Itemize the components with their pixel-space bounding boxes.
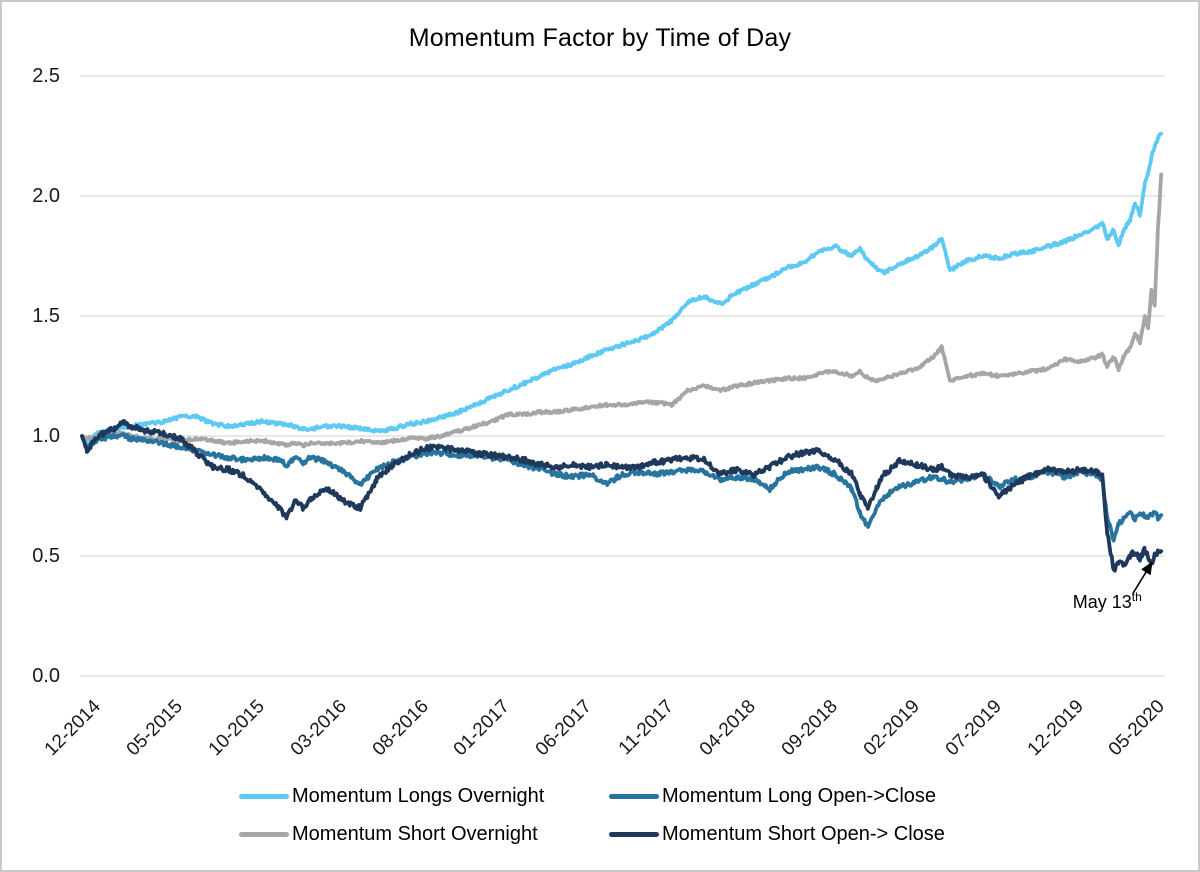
series-line-2 — [80, 432, 1164, 543]
y-axis-tick-label: 0.0 — [32, 665, 60, 687]
y-axis-tick-label: 2.5 — [32, 65, 60, 87]
y-axis-tick-label: 0.5 — [32, 545, 60, 567]
legend-swatch-icon — [239, 794, 289, 799]
series-lines — [80, 131, 1164, 573]
annotation-superscript: th — [1131, 589, 1142, 604]
chart-title: Momentum Factor by Time of Day — [408, 24, 792, 52]
annotation-label: May 13 — [1072, 591, 1132, 612]
annotation-may-13: May 13th — [1073, 590, 1142, 613]
legend-swatch-icon — [609, 832, 659, 837]
y-axis-tick-label: 2.0 — [32, 185, 60, 207]
y-axis-tick-label: 1.5 — [32, 305, 60, 327]
legend-swatch-icon — [239, 832, 289, 837]
legend-item-2: Momentum Long Open->Close — [609, 785, 1009, 808]
legend-item-0: Momentum Longs Overnight — [239, 785, 609, 808]
legend-item-label: Momentum Short Overnight — [292, 823, 538, 845]
legend-item-label: Momentum Longs Overnight — [292, 785, 545, 807]
legend-item-label: Momentum Long Open->Close — [662, 785, 937, 807]
chart-legend: Momentum Longs Overnight Momentum Long Op… — [239, 785, 1009, 846]
legend-item-3: Momentum Short Open-> Close — [609, 823, 1009, 846]
y-axis-tick-label: 1.0 — [32, 425, 60, 447]
gridlines — [80, 75, 1165, 677]
legend-swatch-icon — [609, 794, 659, 799]
series-line-0 — [80, 131, 1164, 444]
legend-item-1: Momentum Short Overnight — [239, 823, 609, 846]
series-line-1 — [80, 172, 1164, 449]
annotation-arrow-icon — [1132, 561, 1153, 595]
legend-item-label: Momentum Short Open-> Close — [662, 823, 945, 845]
annotation-arrow-line — [1132, 561, 1153, 595]
series-line-3 — [80, 418, 1164, 573]
